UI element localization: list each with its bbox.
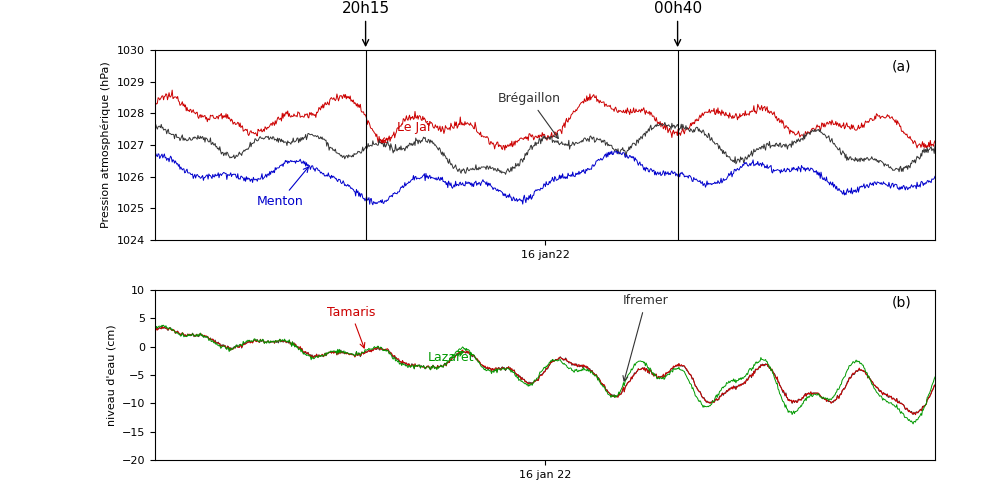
Text: Tamaris: Tamaris <box>327 306 375 348</box>
Text: (b): (b) <box>892 295 912 309</box>
Y-axis label: Pression atmosphérique (hPa): Pression atmosphérique (hPa) <box>101 62 111 228</box>
Text: (a): (a) <box>892 60 912 74</box>
Text: Ifremer: Ifremer <box>623 294 669 381</box>
Text: Brégaillon: Brégaillon <box>498 92 561 138</box>
Text: Lazaret: Lazaret <box>428 351 475 364</box>
Text: 00h40: 00h40 <box>654 1 702 46</box>
Text: 20h15: 20h15 <box>342 1 390 46</box>
Text: Le Jaï: Le Jaï <box>381 120 430 142</box>
Text: Menton: Menton <box>256 167 308 208</box>
Y-axis label: niveau d'eau (cm): niveau d'eau (cm) <box>106 324 116 426</box>
